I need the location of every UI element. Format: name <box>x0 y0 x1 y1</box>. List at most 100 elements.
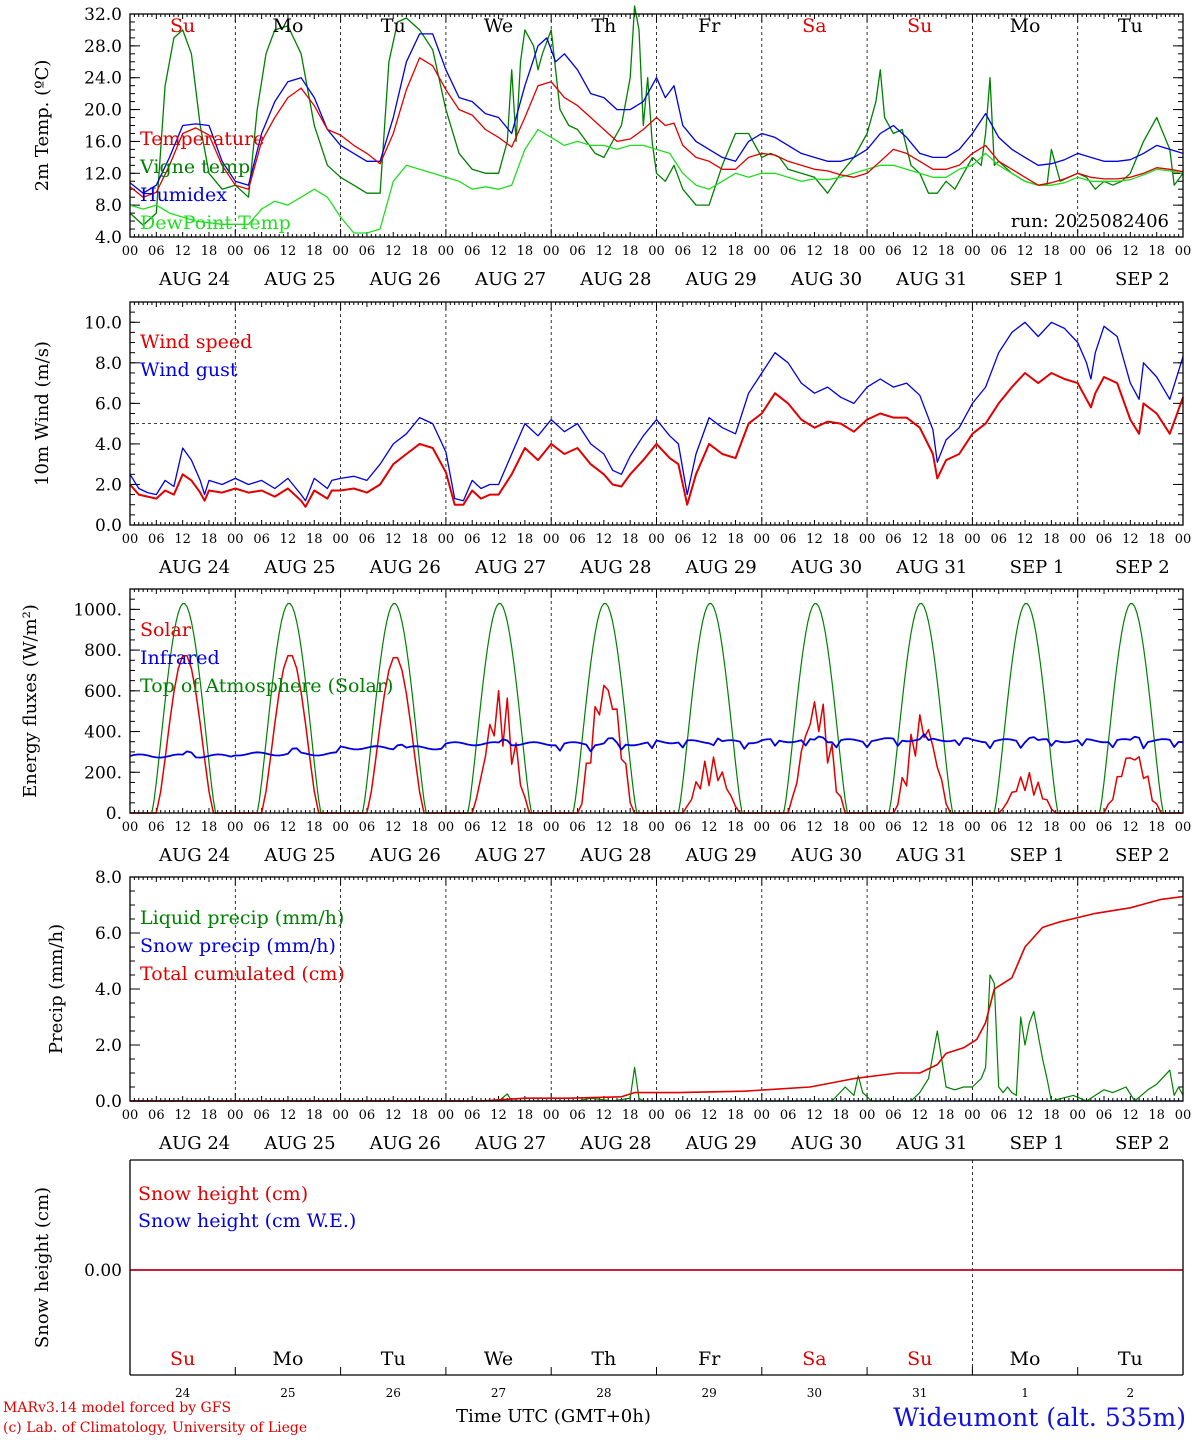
panel-frame <box>129 588 1184 814</box>
hour-tick-label: 06 <box>885 532 902 547</box>
hour-tick-label: 12 <box>806 1108 823 1123</box>
hour-tick-label: 12 <box>1017 532 1034 547</box>
hour-tick-label: 00 <box>1069 532 1086 547</box>
precip-panel: 0.0 2.0 4.0 6.0 8.0 Precip (mm/h) Liquid preci… <box>46 868 1191 1154</box>
hour-tick-label: 18 <box>1148 820 1165 835</box>
hour-tick-label: 06 <box>253 1108 270 1123</box>
series-temperature <box>129 57 1184 198</box>
hour-tick-label: 00 <box>1069 820 1086 835</box>
legend-entry: Wind gust <box>140 359 238 381</box>
hour-tick-label: 00 <box>648 532 665 547</box>
hour-tick-label: 00 <box>964 244 981 259</box>
hour-tick-label: 18 <box>1043 820 1060 835</box>
hour-tick-label: 12 <box>280 1108 297 1123</box>
hour-tick-label: 12 <box>596 244 613 259</box>
snow-panel: 0.00 Snow height (cm) Snow height (cm) Snow… <box>32 1159 1184 1400</box>
date-label: AUG 29 <box>685 269 757 290</box>
date-label: AUG 27 <box>474 1133 546 1154</box>
hour-tick-label: 18 <box>201 532 218 547</box>
weekday-label: Tu <box>381 15 406 37</box>
weekday-label: Tu <box>381 1348 406 1370</box>
hour-tick-label: 18 <box>833 244 850 259</box>
hour-tick-label: 00 <box>754 1108 771 1123</box>
hour-tick-label: 18 <box>1148 1108 1165 1123</box>
day-number-label: 30 <box>807 1386 822 1400</box>
day-number-label: 26 <box>386 1386 401 1400</box>
date-label: AUG 26 <box>369 557 441 578</box>
day-number-label: 31 <box>912 1386 927 1400</box>
hour-tick-label: 06 <box>990 244 1007 259</box>
y-axis-label: 10m Wind (m/s) <box>32 341 53 486</box>
hour-tick-label: 06 <box>1096 1108 1113 1123</box>
hour-tick-label: 06 <box>569 244 586 259</box>
hour-tick-label: 18 <box>833 532 850 547</box>
y-tick-label: 16.0 <box>84 132 122 152</box>
y-tick-label: 0.00 <box>84 1261 122 1281</box>
y-axis-label: Energy fluxes (W/m²) <box>20 604 41 798</box>
hour-tick-label: 06 <box>990 532 1007 547</box>
hour-tick-label: 00 <box>543 820 560 835</box>
y-tick-label: 28.0 <box>84 37 122 57</box>
hour-tick-label: 18 <box>833 820 850 835</box>
wind-panel: 0.0 2.0 4.0 6.0 8.0 10.0 10m Wind (m/s) Wind sp… <box>32 301 1191 578</box>
weekday-label: Fr <box>698 15 721 37</box>
hour-tick-label: 00 <box>438 1108 455 1123</box>
series-vigne-temp <box>129 5 1184 226</box>
hour-tick-label: 06 <box>675 1108 692 1123</box>
y-tick-label: 12.0 <box>84 164 122 184</box>
y-tick-label: 0.0 <box>95 1092 122 1112</box>
hour-tick-label: 06 <box>885 820 902 835</box>
legend-entry: Liquid precip (mm/h) <box>140 907 344 929</box>
hour-tick-label: 12 <box>174 1108 191 1123</box>
hour-tick-label: 18 <box>938 532 955 547</box>
hour-tick-label: 18 <box>622 1108 639 1123</box>
legend-entry: Total cumulated (cm) <box>140 963 345 985</box>
hour-tick-label: 06 <box>675 532 692 547</box>
hour-tick-label: 12 <box>280 820 297 835</box>
hour-tick-label: 00 <box>859 1108 876 1123</box>
y-tick-label: 800. <box>84 641 122 661</box>
hour-tick-label: 06 <box>675 820 692 835</box>
hour-tick-label: 00 <box>964 1108 981 1123</box>
hour-tick-label: 06 <box>359 1108 376 1123</box>
weekday-label: Mo <box>1010 1348 1041 1370</box>
series-liquid-precip-mm-h- <box>130 974 1184 1102</box>
hour-tick-label: 12 <box>701 1108 718 1123</box>
hour-tick-label: 18 <box>306 244 323 259</box>
hour-tick-label: 18 <box>517 1108 534 1123</box>
hour-tick-label: 12 <box>701 820 718 835</box>
hour-tick-label: 12 <box>806 244 823 259</box>
hour-tick-label: 12 <box>1017 1108 1034 1123</box>
date-label: AUG 24 <box>158 269 230 290</box>
legend-entry: Vigne temp <box>139 156 250 178</box>
y-tick-label: 4.0 <box>95 980 122 1000</box>
day-number-label: 27 <box>491 1386 506 1400</box>
hour-tick-label: 12 <box>174 532 191 547</box>
hour-tick-label: 00 <box>648 244 665 259</box>
run-label: run: 2025082406 <box>1011 211 1169 232</box>
y-tick-label: 8.0 <box>95 196 122 216</box>
y-tick-label: 32.0 <box>84 5 122 25</box>
date-label: SEP 2 <box>1115 1133 1170 1154</box>
hour-tick-label: 00 <box>122 820 139 835</box>
hour-tick-label: 18 <box>727 1108 744 1123</box>
hour-tick-label: 06 <box>780 532 797 547</box>
hour-tick-label: 06 <box>464 244 481 259</box>
date-label: AUG 30 <box>790 1133 862 1154</box>
date-label: AUG 30 <box>790 269 862 290</box>
hour-tick-label: 18 <box>306 820 323 835</box>
hour-tick-label: 06 <box>569 820 586 835</box>
hour-tick-label: 00 <box>648 1108 665 1123</box>
y-tick-label: 4.0 <box>95 228 122 248</box>
y-tick-label: 2.0 <box>95 1036 122 1056</box>
hour-tick-label: 00 <box>332 244 349 259</box>
hour-tick-label: 06 <box>359 532 376 547</box>
date-label: AUG 24 <box>158 1133 230 1154</box>
legend-entry: Infrared <box>140 647 220 669</box>
hour-tick-label: 00 <box>1175 820 1192 835</box>
hour-tick-label: 00 <box>859 532 876 547</box>
hour-tick-label: 18 <box>938 820 955 835</box>
hour-tick-label: 12 <box>280 244 297 259</box>
hour-tick-label: 06 <box>464 1108 481 1123</box>
date-label: AUG 26 <box>369 269 441 290</box>
